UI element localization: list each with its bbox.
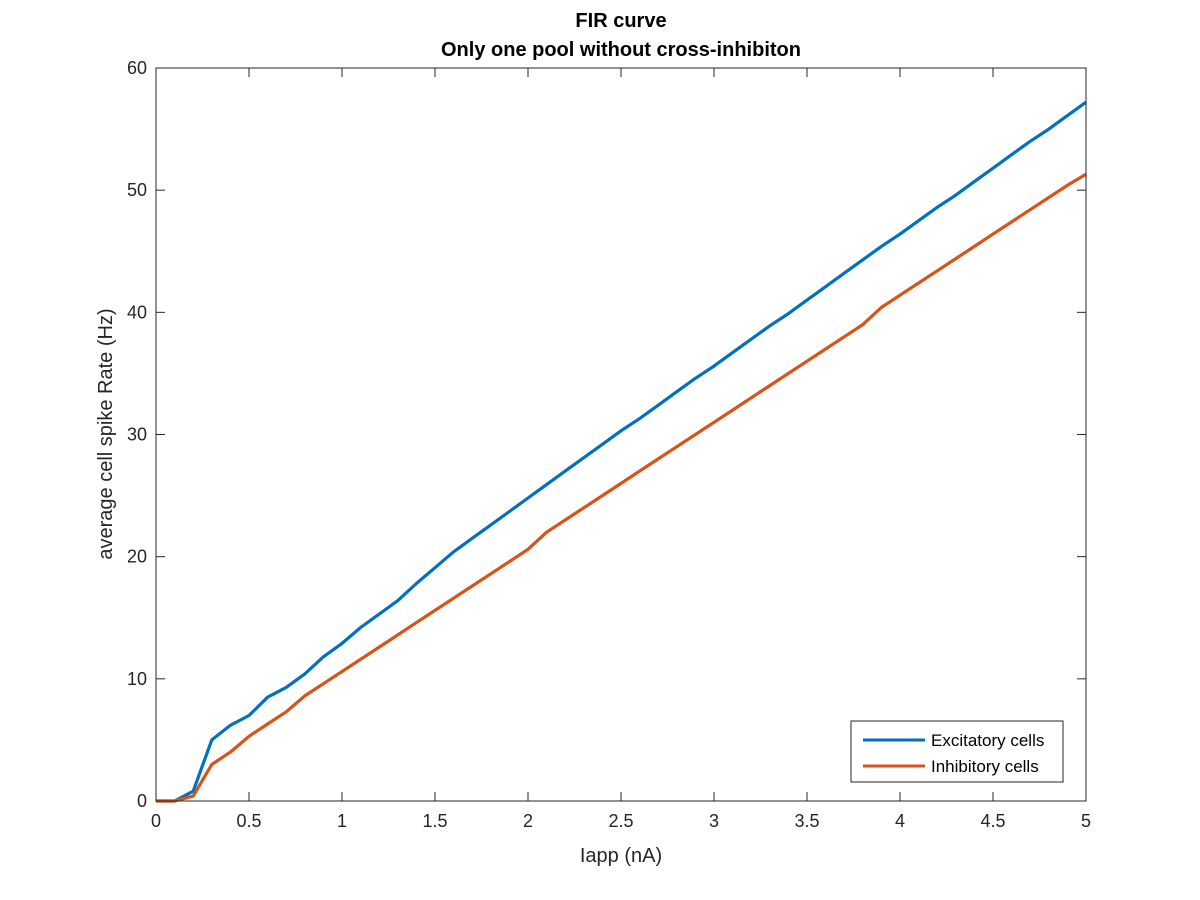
- chart-title: FIR curve: [575, 10, 666, 32]
- x-tick-label: 0: [151, 811, 161, 831]
- x-tick-label: 5: [1081, 811, 1091, 831]
- legend-label-inhibitory: Inhibitory cells: [931, 757, 1039, 776]
- legend: Excitatory cells Inhibitory cells: [850, 720, 1064, 783]
- y-tick-label: 10: [127, 669, 147, 689]
- axes-box: [155, 67, 1087, 802]
- x-tick-label: 3.5: [794, 811, 819, 831]
- x-tick-label: 4.5: [980, 811, 1005, 831]
- series-layer: [156, 100, 1087, 803]
- y-tick-label: 30: [127, 425, 147, 445]
- x-tick-label: 3: [709, 811, 719, 831]
- y-tick-label: 0: [137, 791, 147, 811]
- y-tick-label: 20: [127, 547, 147, 567]
- y-tick-label: 40: [127, 302, 147, 322]
- y-tick-label: 50: [127, 180, 147, 200]
- x-tick-label: 2.5: [608, 811, 633, 831]
- series-line-excitatory: [156, 100, 1087, 803]
- plot-area: [156, 68, 1086, 801]
- x-tick-label: 0.5: [236, 811, 261, 831]
- x-tick-label: 4: [895, 811, 905, 831]
- series-line-inhibitory: [156, 172, 1087, 803]
- legend-label-excitatory: Excitatory cells: [931, 731, 1044, 750]
- y-axis-label: average cell spike Rate (Hz): [95, 308, 117, 559]
- x-tick-label: 1.5: [422, 811, 447, 831]
- legend-box: [850, 720, 1064, 783]
- chart-subtitle: Only one pool without cross-inhibiton: [441, 39, 801, 61]
- x-tick-label: 2: [523, 811, 533, 831]
- x-tick-label: 1: [337, 811, 347, 831]
- x-axis-label: Iapp (nA): [580, 845, 662, 867]
- y-tick-label: 60: [127, 58, 147, 78]
